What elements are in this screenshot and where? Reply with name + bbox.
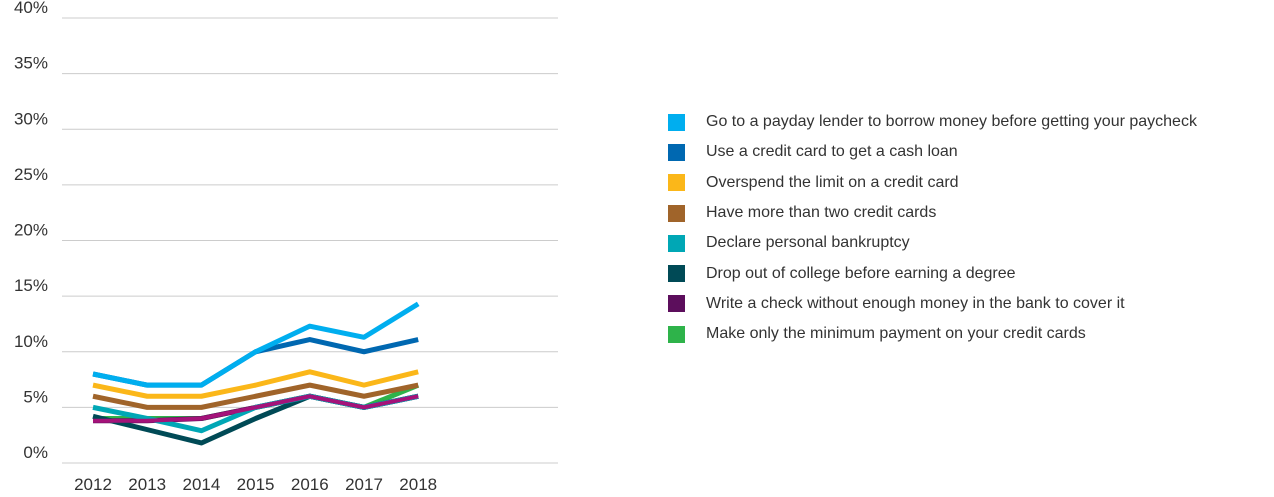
y-tick-label: 15% [14,276,48,295]
x-tick-label: 2018 [399,475,437,494]
y-tick-label: 35% [14,54,48,73]
legend-swatch [668,174,685,192]
legend-swatch [668,143,685,161]
x-tick-label: 2013 [128,475,166,494]
legend-label: Go to a payday lender to borrow money be… [706,113,1197,131]
series-line-3 [92,382,419,410]
series-line-7 [93,382,420,421]
legend-label: Overspend the limit on a credit card [706,173,959,191]
legend: Go to a payday lender to borrow money be… [668,107,1272,349]
legend-label: Declare personal bankruptcy [706,234,910,252]
series-line-4 [92,393,419,434]
legend-item: Drop out of college before earning a deg… [668,258,1272,288]
legend-swatch [668,265,685,283]
series-line-1 [92,337,419,388]
legend-item: Go to a payday lender to borrow money be… [668,107,1272,137]
legend-label: Drop out of college before earning a deg… [706,264,1016,282]
x-axis-ticks: 2012 2013 2014 2015 2016 2017 2018 [74,475,437,494]
legend-item: Write a check without enough money in th… [668,289,1272,319]
x-tick-label: 2015 [237,475,275,494]
legend-item: Make only the minimum payment on your cr… [668,319,1272,349]
legend-swatch [668,325,685,343]
series-line-2 [92,369,419,399]
legend-swatch [668,204,685,222]
legend-swatch [668,295,685,313]
legend-label: Make only the minimum payment on your cr… [706,325,1086,343]
series-line-0 [92,301,420,388]
y-tick-label: 20% [14,221,48,240]
series-lines [92,301,420,446]
legend-label: Write a check without enough money in th… [706,294,1125,312]
x-tick-label: 2012 [74,475,112,494]
y-tick-label: 5% [23,387,48,406]
y-tick-label: 30% [14,109,48,128]
series-line-highlight [93,394,419,423]
legend-swatch [668,113,685,131]
x-tick-label: 2017 [345,475,383,494]
legend-item: Use a credit card to get a cash loan [668,137,1272,167]
y-tick-label: 25% [14,165,48,184]
y-tick-label: 40% [14,0,48,17]
legend-item: Declare personal bankruptcy [668,228,1272,258]
legend-label: Use a credit card to get a cash loan [706,143,958,161]
legend-item: Overspend the limit on a credit card [668,168,1272,198]
legend-label: Have more than two credit cards [706,204,937,222]
x-tick-label: 2014 [182,475,220,494]
y-axis-ticks: 0% 5% 10% 15% 20% 25% 30% 35% 40% [14,0,48,462]
y-tick-label: 10% [14,332,48,351]
legend-swatch [668,234,685,252]
y-tick-label: 0% [23,443,48,462]
x-tick-label: 2016 [291,475,329,494]
legend-item: Have more than two credit cards [668,198,1272,228]
